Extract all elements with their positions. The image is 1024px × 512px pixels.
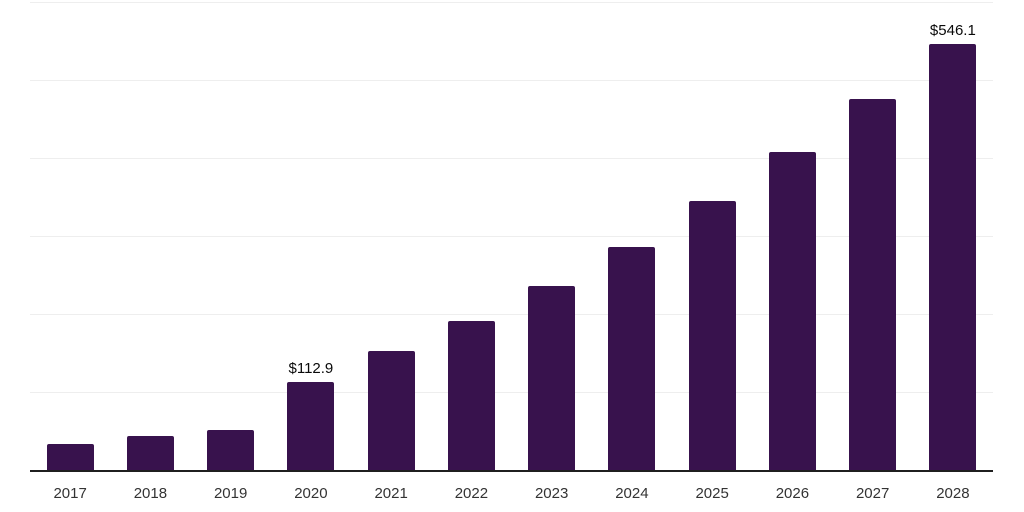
bar-2026 bbox=[768, 151, 816, 470]
bar-2027 bbox=[849, 99, 897, 470]
gridline-100 bbox=[30, 392, 993, 393]
x-axis-label-2022: 2022 bbox=[454, 485, 489, 502]
bar-2021 bbox=[367, 350, 415, 470]
bar-2019 bbox=[207, 430, 255, 470]
bar-2024 bbox=[608, 246, 656, 470]
bar-2022 bbox=[447, 321, 495, 470]
value-label-2020: $112.9 bbox=[288, 359, 334, 377]
bar-2028 bbox=[929, 44, 977, 470]
bar-2025 bbox=[688, 200, 736, 470]
x-axis-label-2021: 2021 bbox=[374, 485, 408, 502]
x-axis-label-2027: 2027 bbox=[855, 485, 890, 502]
x-axis-label-2023: 2023 bbox=[534, 485, 569, 502]
gridline-400 bbox=[30, 158, 993, 159]
gridline-600 bbox=[30, 2, 993, 3]
bar-2018 bbox=[126, 435, 174, 470]
x-axis-label-2017: 2017 bbox=[53, 485, 87, 502]
bar-2023 bbox=[528, 285, 576, 470]
x-axis-label-2019: 2019 bbox=[213, 485, 248, 502]
x-axis-label-2028: 2028 bbox=[936, 485, 970, 502]
bar-2020 bbox=[287, 381, 335, 470]
value-label-2028: $546.1 bbox=[929, 22, 976, 40]
x-axis-label-2020: 2020 bbox=[294, 485, 328, 502]
gridline-200 bbox=[30, 314, 993, 315]
x-axis-line bbox=[30, 470, 993, 472]
x-axis-label-2018: 2018 bbox=[133, 485, 168, 502]
x-axis-label-2025: 2025 bbox=[695, 485, 729, 502]
x-axis-label-2026: 2026 bbox=[775, 485, 810, 502]
gridline-500 bbox=[30, 80, 993, 81]
bar-2017 bbox=[46, 444, 94, 470]
gridline-300 bbox=[30, 236, 993, 237]
x-axis-label-2024: 2024 bbox=[615, 485, 649, 502]
